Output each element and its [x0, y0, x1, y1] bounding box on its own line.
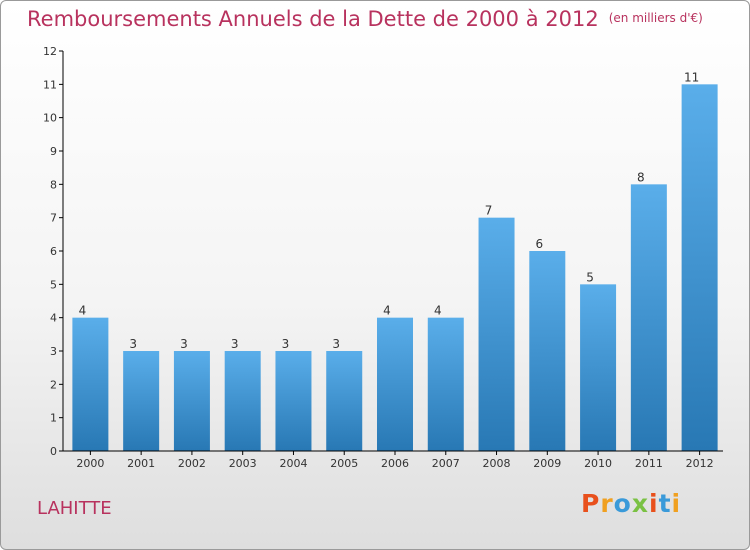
x-tick-label: 2011 [635, 457, 663, 470]
bar-value-label: 4 [434, 304, 442, 318]
x-tick-label: 2008 [483, 457, 511, 470]
y-tick-label: 12 [43, 45, 57, 58]
bar-2005 [326, 351, 363, 451]
chart-title: Remboursements Annuels de la Dette de 20… [27, 7, 703, 31]
y-tick-label: 6 [50, 245, 57, 258]
bar-2000 [72, 317, 109, 451]
bar-2010 [580, 284, 617, 451]
chart-unit: (en milliers d'€) [608, 11, 703, 25]
x-tick-label: 2009 [533, 457, 561, 470]
y-tick-label: 4 [50, 312, 57, 325]
bar-value-label: 3 [129, 337, 137, 351]
y-tick-label: 9 [50, 145, 57, 158]
bar-value-label: 4 [79, 304, 87, 318]
bar-2002 [173, 351, 210, 451]
y-tick-label: 3 [50, 345, 57, 358]
y-tick-label: 10 [43, 112, 57, 125]
bar-value-label: 5 [586, 270, 594, 284]
bar-2003 [224, 351, 261, 451]
logo-letter: o [613, 489, 632, 518]
bar-2012 [681, 84, 718, 451]
bar-2007 [427, 317, 464, 451]
bar-value-label: 8 [637, 170, 645, 184]
x-axis: 2000 2001 2002 2003 2004 2005 2006 2007 2008 2009… [63, 450, 723, 470]
y-tick-label: 2 [50, 378, 57, 391]
chart-title-text: Remboursements Annuels de la Dette de 20… [27, 7, 599, 31]
bar-value-label: 3 [332, 337, 340, 351]
x-tick-label: 2000 [76, 457, 104, 470]
bar-2008 [478, 217, 515, 451]
logo-letter: t [658, 489, 672, 518]
x-tick-label: 2005 [330, 457, 358, 470]
bar-2006 [377, 317, 413, 451]
x-tick-label: 2003 [229, 457, 257, 470]
x-tick-label: 2012 [686, 457, 714, 470]
y-tick-label: 11 [43, 78, 57, 91]
logo-letter: i [671, 489, 682, 518]
x-tick-label: 2002 [178, 457, 206, 470]
bar-value-label: 3 [282, 337, 290, 351]
bar-2009 [529, 251, 566, 451]
bars: 4 3 3 3 3 3 4 4 7 6 5 8 11 [72, 70, 718, 452]
x-tick-label: 2007 [432, 457, 460, 470]
y-tick-label: 5 [50, 278, 57, 291]
bar-2001 [123, 351, 160, 451]
y-tick-label: 0 [50, 445, 57, 458]
proxiti-logo[interactable]: Proxiti [581, 489, 681, 518]
bar-value-label: 3 [231, 337, 239, 351]
bar-2004 [275, 351, 312, 451]
bar-value-label: 4 [383, 304, 391, 318]
x-tick-label: 2004 [279, 457, 307, 470]
bar-value-label: 7 [485, 204, 493, 218]
y-tick-label: 1 [50, 412, 57, 425]
x-tick-label: 2010 [584, 457, 612, 470]
bar-2011 [630, 184, 667, 452]
bar-value-label: 3 [180, 337, 188, 351]
commune-name: LAHITTE [37, 498, 112, 519]
logo-letter: i [649, 489, 659, 518]
logo-letter: P [581, 489, 601, 518]
y-tick-label: 8 [50, 178, 57, 191]
logo-letter: r [600, 489, 614, 518]
bar-value-label: 6 [535, 237, 543, 251]
bar-value-label: 11 [684, 70, 699, 84]
x-tick-label: 2006 [381, 457, 409, 470]
logo-letter: x [631, 489, 649, 518]
y-tick-label: 7 [50, 212, 57, 225]
x-tick-label: 2001 [127, 457, 155, 470]
